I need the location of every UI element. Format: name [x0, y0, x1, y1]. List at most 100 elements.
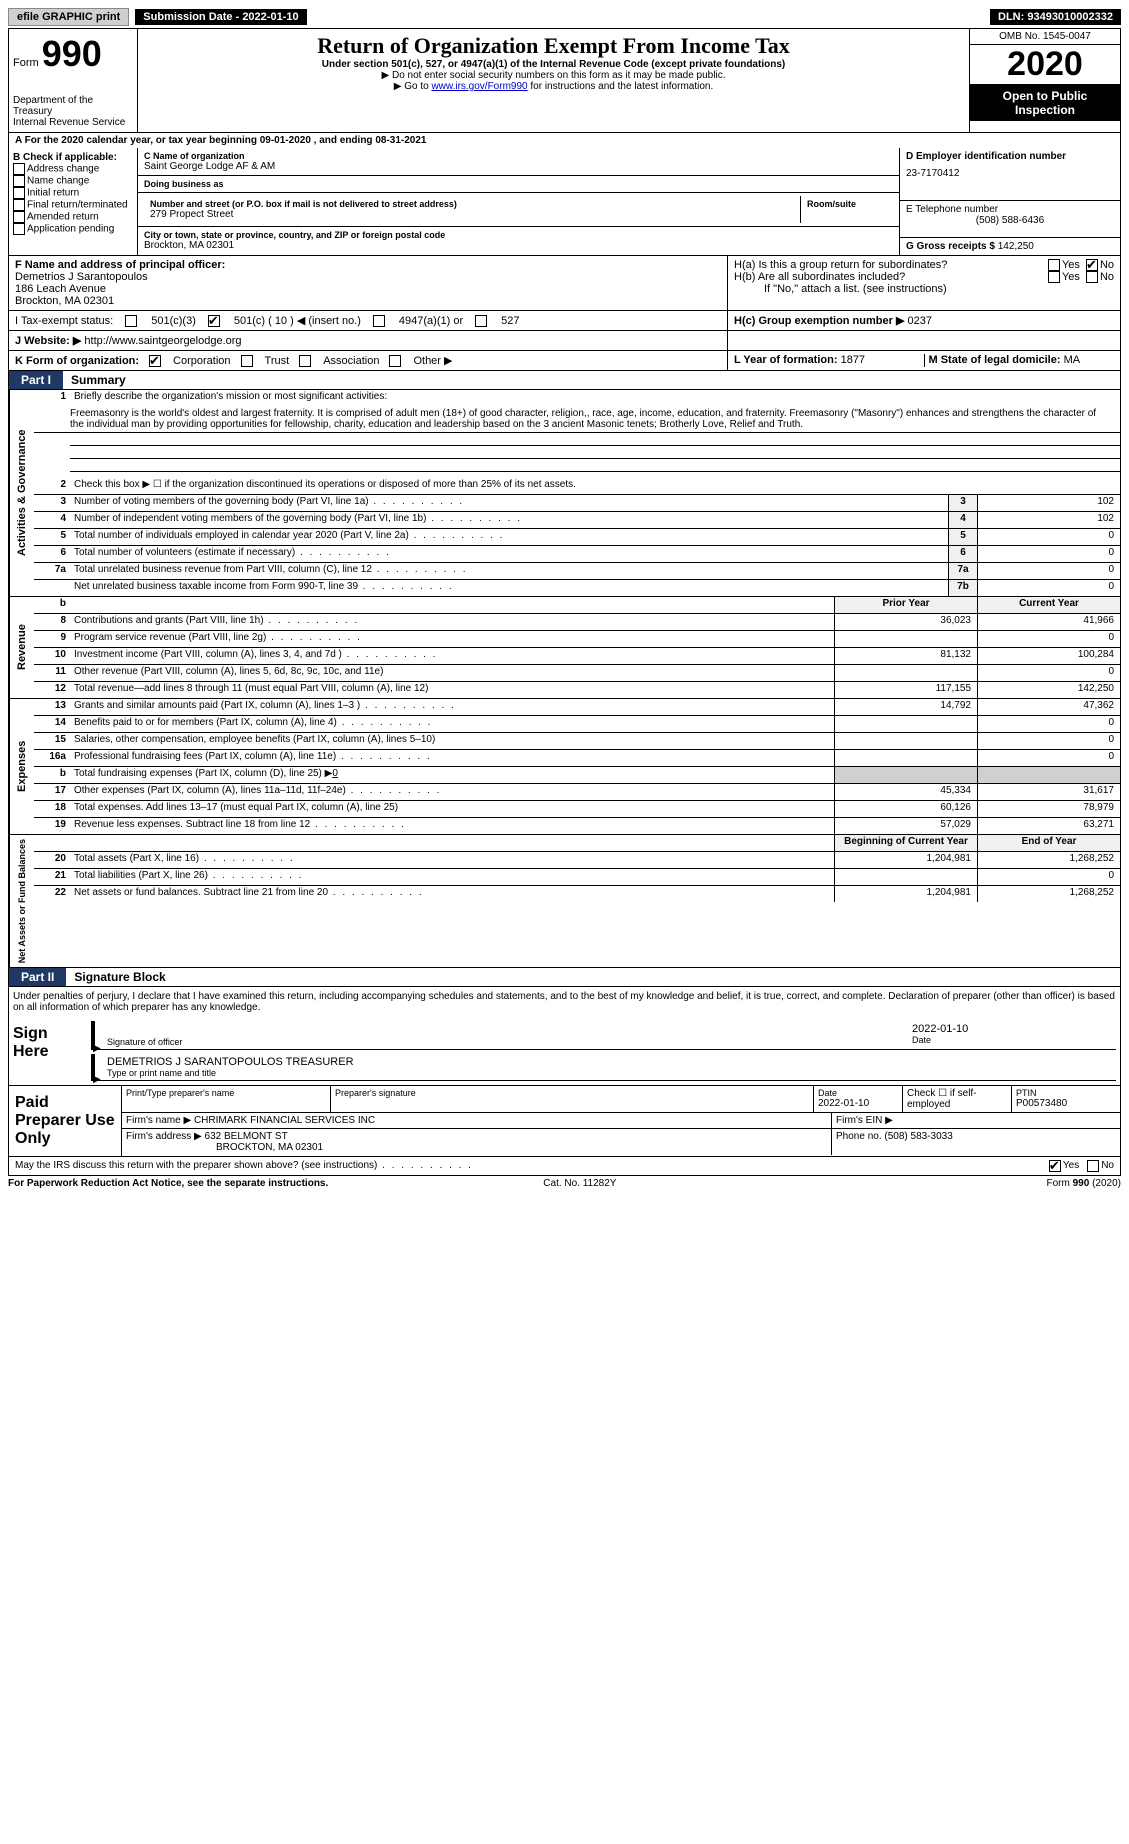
sig-date-label: Date	[912, 1035, 1112, 1045]
revenue-section: Revenue bPrior YearCurrent Year 8Contrib…	[8, 597, 1121, 699]
irs-link[interactable]: www.irs.gov/Form990	[431, 81, 527, 92]
side-netassets: Net Assets or Fund Balances	[9, 835, 34, 967]
l-label: L Year of formation:	[734, 354, 838, 366]
may-irs-row: May the IRS discuss this return with the…	[8, 1157, 1121, 1176]
part2-tab: Part II	[9, 968, 66, 986]
dba-label: Doing business as	[144, 179, 893, 189]
top-bar: efile GRAPHIC print Submission Date - 20…	[8, 8, 1121, 26]
chk-address[interactable]	[13, 163, 25, 175]
part1-tab: Part I	[9, 371, 63, 389]
officer-addr1: 186 Leach Avenue	[15, 283, 106, 295]
part1-header: Part I Summary	[8, 371, 1121, 390]
f-label: F Name and address of principal officer:	[15, 259, 225, 271]
chk-final[interactable]	[13, 199, 25, 211]
org-name: Saint George Lodge AF & AM	[144, 161, 893, 172]
sign-here-block: Sign Here Signature of officer 2022-01-1…	[8, 1017, 1121, 1086]
part2-header: Part II Signature Block	[8, 968, 1121, 987]
chk-pending[interactable]	[13, 223, 25, 235]
hc-value: 0237	[907, 315, 931, 327]
form-number: 990	[42, 33, 102, 74]
k-label: K Form of organization:	[15, 355, 139, 367]
expenses-section: Expenses 13Grants and similar amounts pa…	[8, 699, 1121, 835]
officer-name: Demetrios J Sarantopoulos	[15, 271, 148, 283]
section-bcd: B Check if applicable: Address change Na…	[8, 148, 1121, 256]
i-label: I Tax-exempt status:	[15, 315, 113, 327]
city-label: City or town, state or province, country…	[144, 230, 893, 240]
mission-text: Freemasonry is the world's oldest and la…	[34, 406, 1120, 433]
sig-name: DEMETRIOS J SARANTOPOULOS TREASURER	[107, 1056, 1112, 1068]
c-name-label: C Name of organization	[144, 151, 893, 161]
chk-527[interactable]	[475, 315, 487, 327]
footer: For Paperwork Reduction Act Notice, see …	[8, 1176, 1121, 1191]
m-value: MA	[1064, 354, 1081, 366]
chk-initial[interactable]	[13, 187, 25, 199]
gross-label: G Gross receipts $	[906, 241, 995, 252]
chk-corp[interactable]	[149, 355, 161, 367]
form-subtitle: Under section 501(c), 527, or 4947(a)(1)…	[144, 59, 963, 70]
submission-date: Submission Date - 2022-01-10	[135, 9, 306, 25]
part2-title: Signature Block	[66, 968, 173, 986]
chk-501c3[interactable]	[125, 315, 137, 327]
chk-4947[interactable]	[373, 315, 385, 327]
cat-no: Cat. No. 11282Y	[543, 1178, 616, 1189]
chk-trust[interactable]	[241, 355, 253, 367]
chk-501c[interactable]	[208, 315, 220, 327]
chk-amended[interactable]	[13, 211, 25, 223]
chk-ha-yes[interactable]	[1048, 259, 1060, 271]
addr-label: Number and street (or P.O. box if mail i…	[150, 199, 794, 209]
ssn-note: ▶ Do not enter social security numbers o…	[144, 70, 963, 81]
chk-hb-no[interactable]	[1086, 271, 1098, 283]
side-ag: Activities & Governance	[9, 390, 34, 596]
ein-label: D Employer identification number	[906, 151, 1114, 162]
row-a-tax-year: A For the 2020 calendar year, or tax yea…	[8, 133, 1121, 148]
row-klm: K Form of organization: Corporation Trus…	[8, 351, 1121, 371]
ein-value: 23-7170412	[906, 168, 1114, 179]
chk-assoc[interactable]	[299, 355, 311, 367]
dln-number: DLN: 93493010002332	[990, 9, 1121, 25]
declaration-text: Under penalties of perjury, I declare th…	[8, 987, 1121, 1017]
omb-number: OMB No. 1545-0047	[970, 29, 1120, 45]
tax-year: 2020	[970, 45, 1120, 85]
form-header: Form 990 Department of the Treasury Inte…	[8, 28, 1121, 133]
paid-preparer-block: Paid Preparer Use Only Print/Type prepar…	[8, 1086, 1121, 1157]
goto-prefix: ▶ Go to	[394, 81, 432, 92]
net-assets-section: Net Assets or Fund Balances Beginning of…	[8, 835, 1121, 968]
sig-officer-label: Signature of officer	[107, 1037, 904, 1047]
chk-ha-no[interactable]	[1086, 259, 1098, 271]
activities-governance: Activities & Governance 1Briefly describ…	[8, 390, 1121, 597]
sig-date: 2022-01-10	[912, 1023, 1112, 1035]
chk-irs-yes[interactable]	[1049, 1160, 1061, 1172]
part1-title: Summary	[63, 371, 134, 389]
goto-suffix: for instructions and the latest informat…	[530, 81, 713, 92]
chk-name[interactable]	[13, 175, 25, 187]
sig-name-label: Type or print name and title	[107, 1068, 1112, 1078]
ha-label: H(a) Is this a group return for subordin…	[734, 259, 1048, 271]
form-title: Return of Organization Exempt From Incom…	[144, 33, 963, 59]
paperwork-notice: For Paperwork Reduction Act Notice, see …	[8, 1178, 328, 1189]
org-address: 279 Propect Street	[150, 209, 794, 220]
side-expenses: Expenses	[9, 699, 34, 834]
chk-irs-no[interactable]	[1087, 1160, 1099, 1172]
sign-here-label: Sign Here	[9, 1017, 87, 1085]
dept-treasury: Department of the Treasury	[13, 95, 133, 117]
l-value: 1877	[841, 354, 865, 366]
row-j: J Website: ▶ http://www.saintgeorgelodge…	[8, 331, 1121, 351]
efile-button[interactable]: efile GRAPHIC print	[8, 8, 129, 26]
org-city: Brockton, MA 02301	[144, 240, 893, 251]
hc-label: H(c) Group exemption number ▶	[734, 315, 904, 327]
row-i-hc: I Tax-exempt status: 501(c)(3) 501(c) ( …	[8, 311, 1121, 331]
phone-value: (508) 588-6436	[906, 215, 1114, 226]
row-fh: F Name and address of principal officer:…	[8, 256, 1121, 311]
m-label: M State of legal domicile:	[929, 354, 1061, 366]
website-value: http://www.saintgeorgelodge.org	[84, 335, 241, 347]
chk-hb-yes[interactable]	[1048, 271, 1060, 283]
gross-value: 142,250	[998, 241, 1034, 252]
chk-other[interactable]	[389, 355, 401, 367]
irs-label: Internal Revenue Service	[13, 117, 133, 128]
b-title: B Check if applicable:	[13, 152, 133, 163]
side-revenue: Revenue	[9, 597, 34, 698]
phone-label: E Telephone number	[906, 204, 1114, 215]
paid-prep-label: Paid Preparer Use Only	[9, 1086, 122, 1156]
open-public-badge: Open to Public Inspection	[970, 85, 1120, 121]
hb-label: H(b) Are all subordinates included?	[734, 271, 1048, 283]
